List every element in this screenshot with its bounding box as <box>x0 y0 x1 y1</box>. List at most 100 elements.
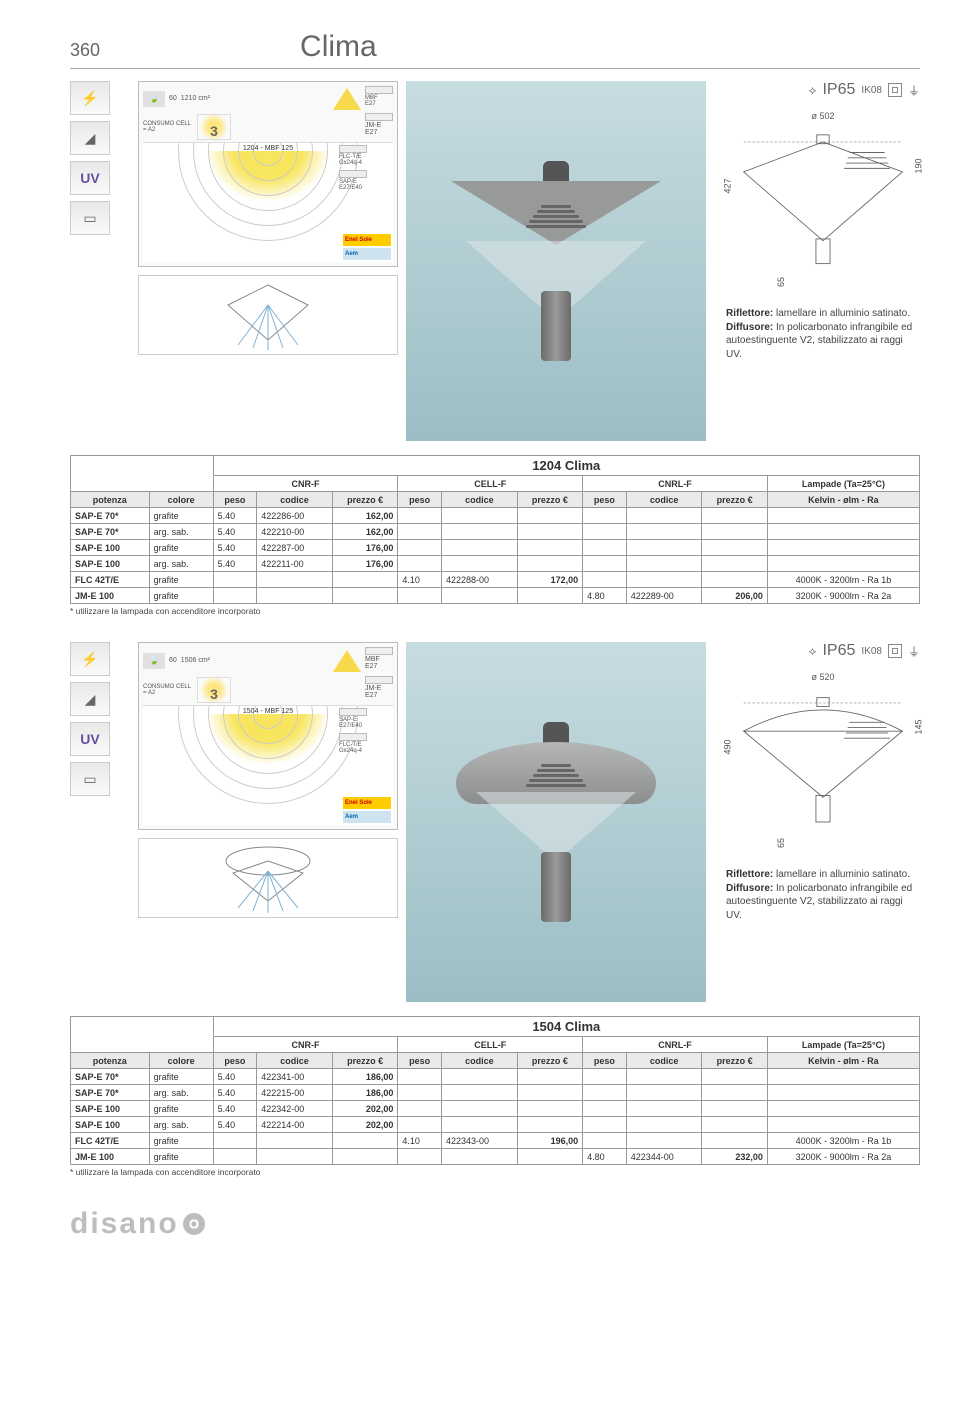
table-cell: SAP-E 70* <box>71 1069 150 1085</box>
table-cell: 3200K - 9000lm - Ra 2a <box>767 1149 919 1165</box>
col-cnrl: CNRL-F <box>583 1037 768 1053</box>
table-cell <box>257 1149 333 1165</box>
table-cell <box>213 1149 257 1165</box>
window-icon: ▭ <box>70 201 110 235</box>
aem-logo: Aem <box>343 811 391 823</box>
reflector-label: Riflettore: <box>726 869 773 880</box>
wind-value: 60 <box>169 657 177 664</box>
window-icon: ▭ <box>70 762 110 796</box>
page-title: Clima <box>300 30 920 64</box>
table-cell <box>398 508 442 524</box>
table-cell <box>583 1133 627 1149</box>
hdr-peso: peso <box>583 492 627 508</box>
table-cell <box>398 1101 442 1117</box>
table-cell: 422341-00 <box>257 1069 333 1085</box>
reflector-text: lamellare in alluminio satinato. <box>776 308 910 319</box>
hdr-prezzo: prezzo € <box>332 1053 397 1069</box>
table-cell: grafite <box>149 1101 213 1117</box>
table-cell: 202,00 <box>332 1117 397 1133</box>
table-cell <box>626 508 702 524</box>
logo-ring-icon <box>183 1213 205 1235</box>
table-cell: grafite <box>149 572 213 588</box>
hdr-prezzo: prezzo € <box>702 492 767 508</box>
table-cell: 162,00 <box>332 508 397 524</box>
table-cell <box>398 540 442 556</box>
lamp-base: E27/E40 <box>339 723 391 729</box>
class-icon <box>888 83 902 97</box>
ground-icon: ⏚ <box>908 643 920 660</box>
table-cell: SAP-E 70* <box>71 524 150 540</box>
table-cell: 422343-00 <box>441 1133 517 1149</box>
table-cell <box>702 1085 767 1101</box>
table-cell: 4.80 <box>583 1149 627 1165</box>
hdr-kelvin: Kelvin - ølm - Ra <box>767 492 919 508</box>
table-cell <box>332 572 397 588</box>
table-cell: 176,00 <box>332 540 397 556</box>
table-cell: 206,00 <box>702 588 767 604</box>
light-distribution-diagram <box>138 838 398 918</box>
polar-diagram: 1504 - MBF 125 SAP-EE27/E40 FLC-T/EGx24q… <box>143 705 393 825</box>
table-cell <box>398 524 442 540</box>
table-cell <box>332 588 397 604</box>
hdr-peso: peso <box>213 1053 257 1069</box>
table-cell <box>767 540 919 556</box>
table-cell <box>213 572 257 588</box>
hdr-kelvin: Kelvin - ølm - Ra <box>767 1053 919 1069</box>
table-cell: 422211-00 <box>257 556 333 572</box>
lamp-base: E27 <box>365 663 393 670</box>
ip-main: IP65 <box>822 642 855 660</box>
table-cell <box>332 1149 397 1165</box>
product-1204: ⚡ ◢ UV ▭ 🍃 60 1210 cm² MBFE27 CONSUMO CE <box>70 81 920 441</box>
table-cell <box>702 556 767 572</box>
lamp-name: JM-E <box>365 685 393 692</box>
table-cell <box>626 1101 702 1117</box>
table-row: SAP-E 70*arg. sab.5.40422210-00162,00 <box>71 524 920 540</box>
table-cell: grafite <box>149 1133 213 1149</box>
leaf-icon: 🍃 <box>143 91 165 107</box>
zona-icon: 3 <box>197 677 231 703</box>
table-cell <box>517 588 582 604</box>
brand-logo: disano <box>70 1207 920 1241</box>
col-lampade: Lampade (Ta=25°C) <box>767 1037 919 1053</box>
table-1504: 1504 Clima CNR-F CELL-F CNRL-F Lampade (… <box>70 1016 920 1177</box>
consumo-label: CONSUMO CELL = A2 <box>143 121 193 133</box>
col-cell: CELL-F <box>398 1037 583 1053</box>
table-cell <box>702 1133 767 1149</box>
table-cell: 5.40 <box>213 1101 257 1117</box>
table-cell <box>441 1085 517 1101</box>
dim-diameter: ø 502 <box>811 111 834 121</box>
table-cell <box>702 1117 767 1133</box>
divider <box>70 68 920 69</box>
table-cell: 5.40 <box>213 556 257 572</box>
table-cell <box>767 508 919 524</box>
table-row: FLC 42T/Egrafite4.10422343-00196,004000K… <box>71 1133 920 1149</box>
light-distribution-diagram <box>138 275 398 355</box>
table-cell <box>626 524 702 540</box>
zona-num: 3 <box>210 686 218 702</box>
lamp-name: JM-E <box>365 122 393 129</box>
ip-main: IP65 <box>822 81 855 99</box>
table-cell: 4.10 <box>398 1133 442 1149</box>
table-cell: 422289-00 <box>626 588 702 604</box>
col-cnr: CNR-F <box>213 1037 398 1053</box>
table-row: SAP-E 70*grafite5.40422286-00162,00 <box>71 508 920 524</box>
spec-panel: 🍃 60 1210 cm² MBFE27 CONSUMO CELL = A2 3… <box>138 81 398 267</box>
table-cell: 422287-00 <box>257 540 333 556</box>
table-cell: grafite <box>149 1069 213 1085</box>
lamp-base: E27 <box>365 101 393 107</box>
table-cell: 162,00 <box>332 524 397 540</box>
product-photo <box>406 642 706 1002</box>
logo-text: disano <box>70 1207 179 1241</box>
table-cell <box>583 1085 627 1101</box>
enel-logo: Enel Sole <box>343 797 391 809</box>
lamp-base: Gx24q-4 <box>339 160 391 166</box>
table-cell <box>441 1117 517 1133</box>
table-cell: 172,00 <box>517 572 582 588</box>
table-cell <box>517 1117 582 1133</box>
table-cell <box>583 1069 627 1085</box>
table-cell: SAP-E 100 <box>71 556 150 572</box>
table-row: SAP-E 100arg. sab.5.40422211-00176,00 <box>71 556 920 572</box>
table-cell <box>583 540 627 556</box>
table-row: SAP-E 70*arg. sab.5.40422215-00186,00 <box>71 1085 920 1101</box>
hdr-peso: peso <box>583 1053 627 1069</box>
